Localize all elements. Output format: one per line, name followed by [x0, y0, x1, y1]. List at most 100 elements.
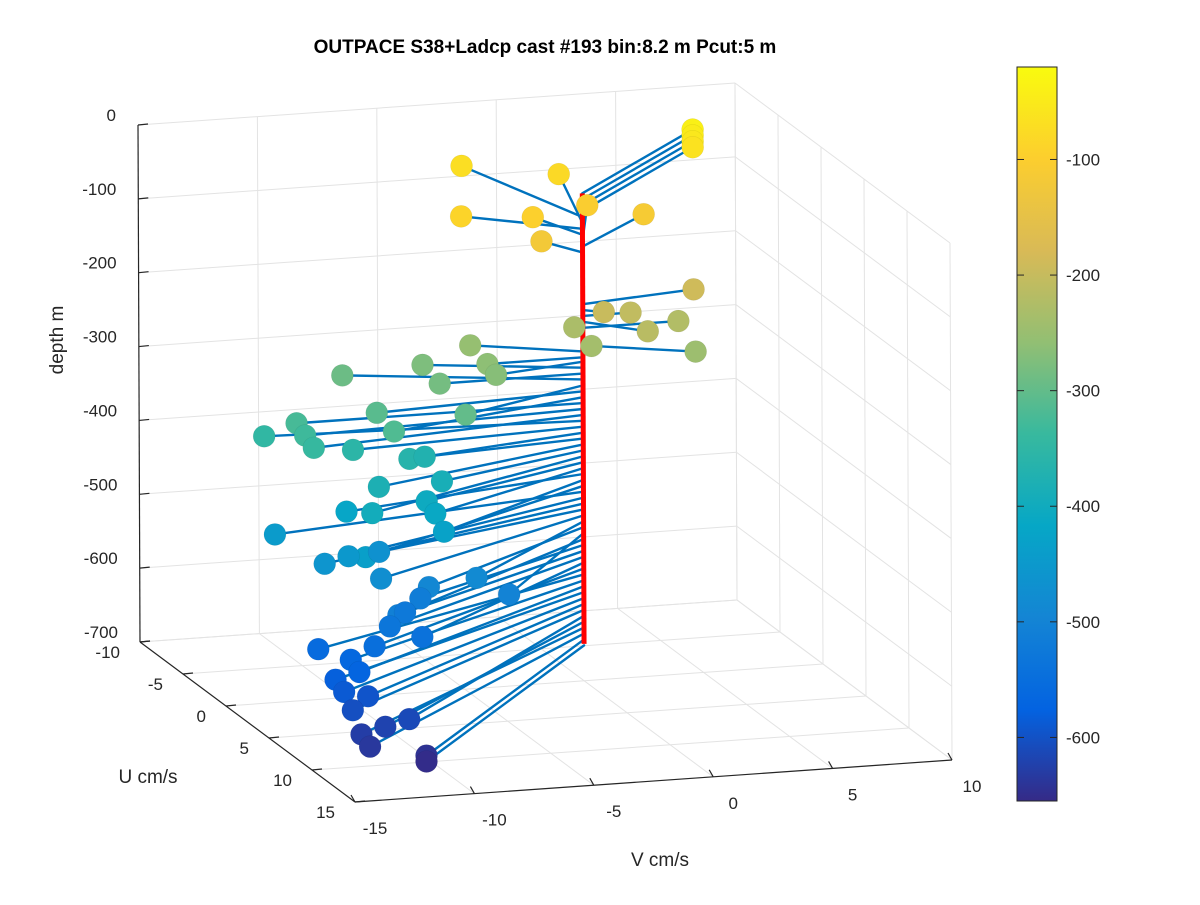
velocity-stick: [377, 443, 585, 489]
velocity-point: [363, 634, 386, 658]
v-tick-mark: [350, 794, 356, 803]
grid-line: [615, 91, 619, 609]
velocity-point: [358, 735, 382, 758]
v-tick-label: -5: [606, 802, 621, 821]
grid-line: [777, 114, 781, 633]
colorbar-ticks: -100 -200 -300 -400 -500 -600: [1017, 150, 1100, 747]
grid-line: [376, 108, 380, 626]
velocity-point: [341, 698, 365, 722]
grid-line: [225, 663, 824, 707]
grid-line: [735, 378, 952, 539]
velocity-point: [681, 135, 704, 159]
colorbar-tick-label: -500: [1066, 613, 1100, 632]
velocity-stick: [434, 466, 585, 515]
velocity-point: [337, 544, 360, 568]
velocity-stick: [494, 360, 585, 377]
velocity-point: [306, 637, 330, 661]
zero-velocity-reference-line: [579, 193, 587, 644]
velocity-point: [335, 500, 358, 523]
velocity-stick: [342, 596, 586, 694]
u-tick-label: -5: [148, 675, 163, 694]
z-axis-line: [137, 124, 141, 643]
velocity-point: [313, 552, 336, 576]
velocity-point: [302, 436, 326, 460]
v-tick-label: 0: [728, 794, 737, 813]
grid-line: [497, 616, 714, 778]
velocity-stick: [377, 508, 585, 554]
velocity-point: [378, 615, 402, 638]
axes: [137, 124, 953, 803]
grid-line: [378, 624, 595, 786]
v-tick-label: -10: [482, 811, 507, 830]
velocity-stick: [475, 520, 585, 580]
velocity-point: [592, 300, 616, 324]
colorbar-tick-label: -600: [1066, 728, 1100, 747]
colorbar: -100 -200 -300 -400 -500 -600: [1016, 66, 1100, 802]
velocity-stick: [392, 395, 585, 433]
velocity-point: [619, 301, 642, 324]
grid-line: [139, 599, 738, 643]
velocity-stick: [334, 590, 586, 681]
v-tick-label: 10: [963, 777, 982, 796]
u-tick-label: 0: [197, 707, 206, 726]
z-tick-mark: [138, 271, 149, 274]
z-tick-label: -100: [82, 180, 116, 199]
z-tick-mark: [138, 197, 149, 200]
velocity-point: [252, 424, 276, 448]
velocity-point: [413, 445, 437, 469]
z-axis-label: depth m: [47, 306, 68, 375]
velocity-stick: [469, 344, 585, 353]
velocity-stick: [262, 419, 585, 438]
v-tick-label: 5: [848, 785, 857, 804]
velocity-point: [415, 750, 438, 773]
grid-line: [820, 146, 824, 665]
velocity-point: [374, 715, 397, 739]
grid-line: [734, 82, 951, 244]
velocity-point: [682, 278, 705, 301]
velocity-stick: [388, 555, 585, 628]
velocity-sticks: [262, 128, 697, 763]
colorbar-gradient: [1016, 66, 1058, 802]
grid-line: [906, 210, 910, 729]
velocity-stick: [581, 134, 694, 201]
velocity-point: [547, 162, 571, 186]
velocity-stick: [581, 140, 694, 207]
velocity-point: [360, 501, 384, 525]
velocity-stick: [371, 455, 585, 515]
grid-line: [138, 230, 736, 274]
v-axis-label: V cm/s: [631, 850, 689, 871]
grid-line: [863, 178, 867, 697]
velocity-point: [432, 520, 456, 544]
velocity-stick: [351, 608, 586, 712]
colorbar-tick-label: -400: [1066, 497, 1100, 516]
velocity-stick: [295, 401, 585, 425]
u-tick-mark: [268, 736, 280, 739]
grid-line: [139, 525, 737, 569]
grid-line: [139, 377, 737, 421]
grid-line: [735, 304, 952, 465]
grid-line: [137, 82, 736, 126]
grid-line: [138, 156, 736, 200]
velocity-point: [484, 363, 508, 387]
velocity-stick: [349, 579, 586, 661]
velocity-point: [367, 540, 391, 564]
z-tick-mark: [139, 418, 150, 422]
velocity-stick: [581, 319, 680, 329]
tick-labels: -15 -10 -5 0 5 10 -10 -5 0 5 10 15 -700 -600 -500 -400 -…: [82, 106, 981, 838]
v-tick-mark: [589, 777, 595, 786]
z-tick-label: -200: [83, 254, 117, 273]
z-tick-label: -600: [84, 549, 118, 568]
velocity-stick: [581, 128, 694, 195]
z-tick-label: -400: [83, 401, 117, 420]
v-tick-mark: [708, 769, 714, 778]
chart-title: OUTPACE S38+Ladcp cast #193 bin:8.2 m Pc…: [314, 37, 777, 58]
velocity-point: [430, 470, 454, 493]
z-tick-mark: [138, 344, 149, 348]
colorbar-tick-label: -200: [1066, 266, 1100, 285]
velocity-point: [332, 680, 356, 704]
grid-line: [256, 116, 260, 634]
velocity-stick: [427, 525, 585, 589]
velocity-stick: [425, 638, 586, 757]
